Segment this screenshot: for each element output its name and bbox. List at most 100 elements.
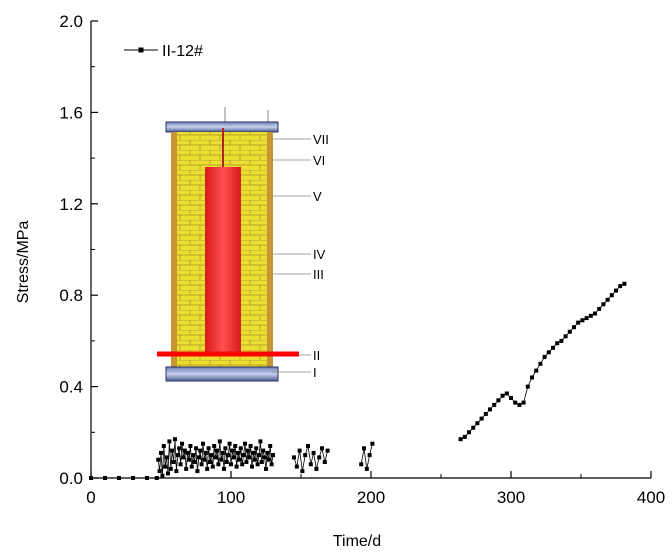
- legend: II-12#: [124, 43, 203, 60]
- data-point: [255, 462, 260, 467]
- core-column: [205, 167, 241, 353]
- data-point: [614, 288, 618, 293]
- data-point: [131, 476, 135, 480]
- data-point: [492, 402, 497, 407]
- data-point: [241, 453, 246, 458]
- x-tick-label: 100: [217, 488, 245, 507]
- data-point: [542, 354, 547, 359]
- data-point: [496, 398, 501, 403]
- data-point: [219, 457, 224, 462]
- data-point: [580, 318, 585, 323]
- data-point: [359, 462, 364, 467]
- data-point: [202, 457, 207, 462]
- x-tick-label: 200: [357, 488, 385, 507]
- data-point: [471, 425, 476, 430]
- data-point: [588, 313, 593, 318]
- data-point: [479, 416, 484, 421]
- data-point: [297, 448, 302, 453]
- data-point: [258, 439, 263, 444]
- y-ticks: 0.0 0.4 0.8 1.2 1.6 2.0: [59, 12, 98, 488]
- data-point: [294, 464, 299, 469]
- y-tick-label: 0.4: [59, 378, 83, 397]
- data-point: [306, 444, 310, 448]
- data-point: [231, 455, 236, 460]
- data-point: [237, 457, 242, 462]
- data-point: [488, 407, 492, 412]
- data-point: [243, 441, 247, 446]
- data-point: [597, 306, 602, 311]
- data-point: [300, 469, 305, 474]
- section-label-ii: II: [313, 348, 320, 363]
- legend-label: II-12#: [162, 43, 203, 60]
- data-point: [292, 455, 296, 460]
- data-point: [178, 462, 183, 467]
- data-point: [171, 460, 176, 464]
- data-point: [322, 460, 327, 464]
- section-label-i: I: [313, 365, 317, 380]
- data-point: [500, 393, 505, 398]
- data-point: [187, 457, 191, 462]
- data-point: [212, 444, 217, 448]
- data-point: [164, 455, 169, 460]
- data-point: [605, 297, 610, 302]
- data-point: [233, 444, 238, 448]
- data-point: [205, 466, 210, 471]
- data-point: [170, 448, 175, 453]
- data-point: [238, 446, 243, 451]
- data-point: [206, 446, 211, 451]
- data-point: [189, 464, 194, 469]
- data-point: [618, 284, 623, 289]
- data-point: [209, 453, 214, 458]
- data-point: [195, 469, 200, 474]
- section-label-iv: IV: [313, 247, 326, 262]
- data-point: [259, 460, 264, 464]
- data-point: [156, 457, 161, 462]
- data-point: [222, 466, 226, 471]
- data-point: [530, 375, 534, 380]
- data-point: [317, 455, 322, 460]
- data-point: [224, 460, 229, 464]
- data-point: [563, 334, 568, 339]
- data-point: [576, 320, 581, 325]
- data-point: [177, 446, 182, 451]
- data-point: [311, 450, 316, 455]
- data-point: [188, 444, 193, 448]
- data-point: [226, 453, 231, 458]
- data-point: [314, 466, 319, 471]
- data-point: [229, 462, 233, 467]
- series-line: [460, 283, 625, 440]
- data-point: [203, 450, 208, 455]
- data-point: [584, 316, 589, 321]
- data-point: [236, 450, 240, 455]
- section-label-v: V: [313, 189, 322, 204]
- data-point: [271, 453, 275, 458]
- data-point: [567, 329, 572, 334]
- data-point: [546, 350, 551, 355]
- data-point: [192, 460, 197, 464]
- data-point: [157, 469, 162, 474]
- data-point: [559, 338, 564, 343]
- data-point: [210, 464, 215, 469]
- data-point: [462, 434, 467, 439]
- x-tick-label: 300: [497, 488, 525, 507]
- data-point: [230, 448, 235, 453]
- data-point: [593, 311, 597, 316]
- data-point: [308, 462, 313, 467]
- y-axis-title: Stress/MPa: [15, 221, 32, 304]
- data-point: [248, 444, 253, 448]
- data-point: [325, 448, 330, 453]
- data-point: [622, 281, 627, 286]
- data-point: [521, 400, 526, 405]
- data-point: [215, 448, 219, 453]
- data-point: [269, 462, 274, 467]
- data-point: [483, 412, 488, 416]
- data-point: [161, 444, 166, 448]
- data-point: [213, 455, 218, 460]
- data-point: [538, 361, 543, 366]
- data-point: [525, 384, 530, 389]
- data-point: [364, 466, 369, 471]
- data-point: [223, 446, 228, 451]
- data-point: [609, 293, 614, 298]
- data-point: [160, 473, 165, 478]
